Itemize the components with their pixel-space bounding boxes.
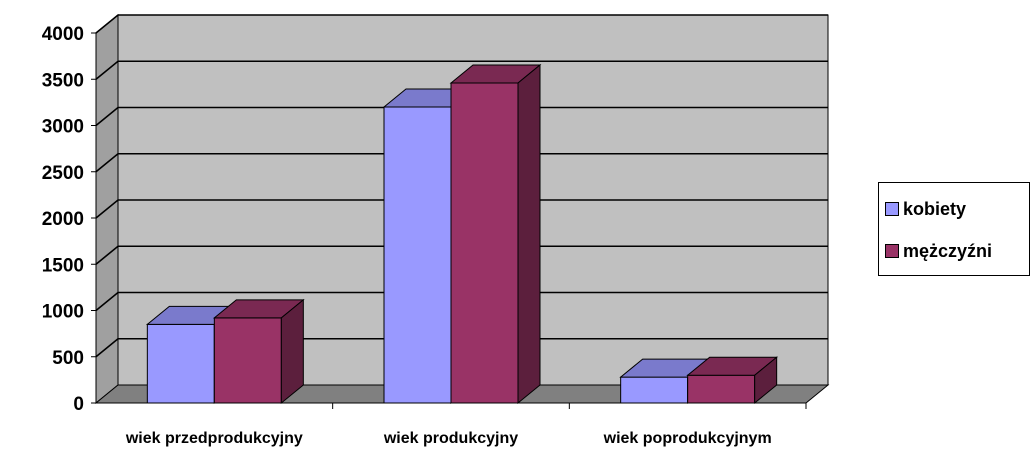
- y-axis-ticks: 0 500 1000 1500 2000 2500 3000 3500 4000: [42, 24, 84, 415]
- bar-mężczyźni-side: [754, 356, 778, 405]
- x-category-label: wiek poprodukcyjnym: [603, 430, 772, 447]
- y-tick-label: 3500: [42, 70, 84, 91]
- legend-swatch-kobiety: [885, 202, 899, 216]
- bar-kobiety-front: [146, 323, 215, 404]
- bar-kobiety-front: [383, 106, 452, 404]
- gridline: [95, 245, 828, 265]
- gridline: [95, 152, 828, 173]
- legend-item-mezczyzni: mężczyźni: [885, 239, 992, 263]
- chart-legend: kobiety mężczyźni: [878, 182, 1030, 276]
- chart-axes: [91, 32, 807, 409]
- legend-item-kobiety: kobiety: [885, 197, 966, 221]
- chart-bars: [145, 63, 779, 405]
- legend-label-kobiety: kobiety: [903, 198, 967, 219]
- bar-mężczyźni-front: [213, 317, 282, 404]
- legend-label-mezczyzni: mężczyźni: [903, 240, 993, 261]
- gridline: [95, 291, 828, 312]
- x-category-label: wiek przedprodukcyjny: [125, 430, 303, 447]
- y-tick-label: 3000: [42, 117, 84, 138]
- bar-mężczyźni-side: [280, 298, 304, 405]
- x-category-label: wiek produkcyjny: [383, 430, 518, 447]
- gridline: [95, 337, 828, 358]
- gridline: [95, 199, 828, 219]
- y-tick-label: 2500: [42, 163, 84, 184]
- bar-kobiety-front: [620, 376, 689, 404]
- y-tick-label: 0: [73, 394, 84, 415]
- y-tick-label: 1000: [42, 302, 84, 323]
- gridline: [95, 60, 828, 80]
- chart-gridlines: [95, 14, 828, 358]
- x-axis-categories: wiek przedprodukcyjny wiek produkcyjny wie…: [125, 430, 772, 447]
- y-tick-label: 1500: [42, 255, 84, 276]
- bar-mężczyźni-side: [517, 63, 541, 405]
- legend-swatch-mezczyzni: [885, 244, 899, 258]
- gridline: [95, 14, 828, 34]
- y-tick-label: 2000: [42, 209, 84, 230]
- y-tick-label: 500: [52, 348, 84, 369]
- gridline: [95, 106, 828, 127]
- bar-mężczyźni-front: [687, 374, 756, 404]
- bar-mężczyźni-front: [450, 82, 519, 404]
- y-tick-label: 4000: [42, 24, 84, 45]
